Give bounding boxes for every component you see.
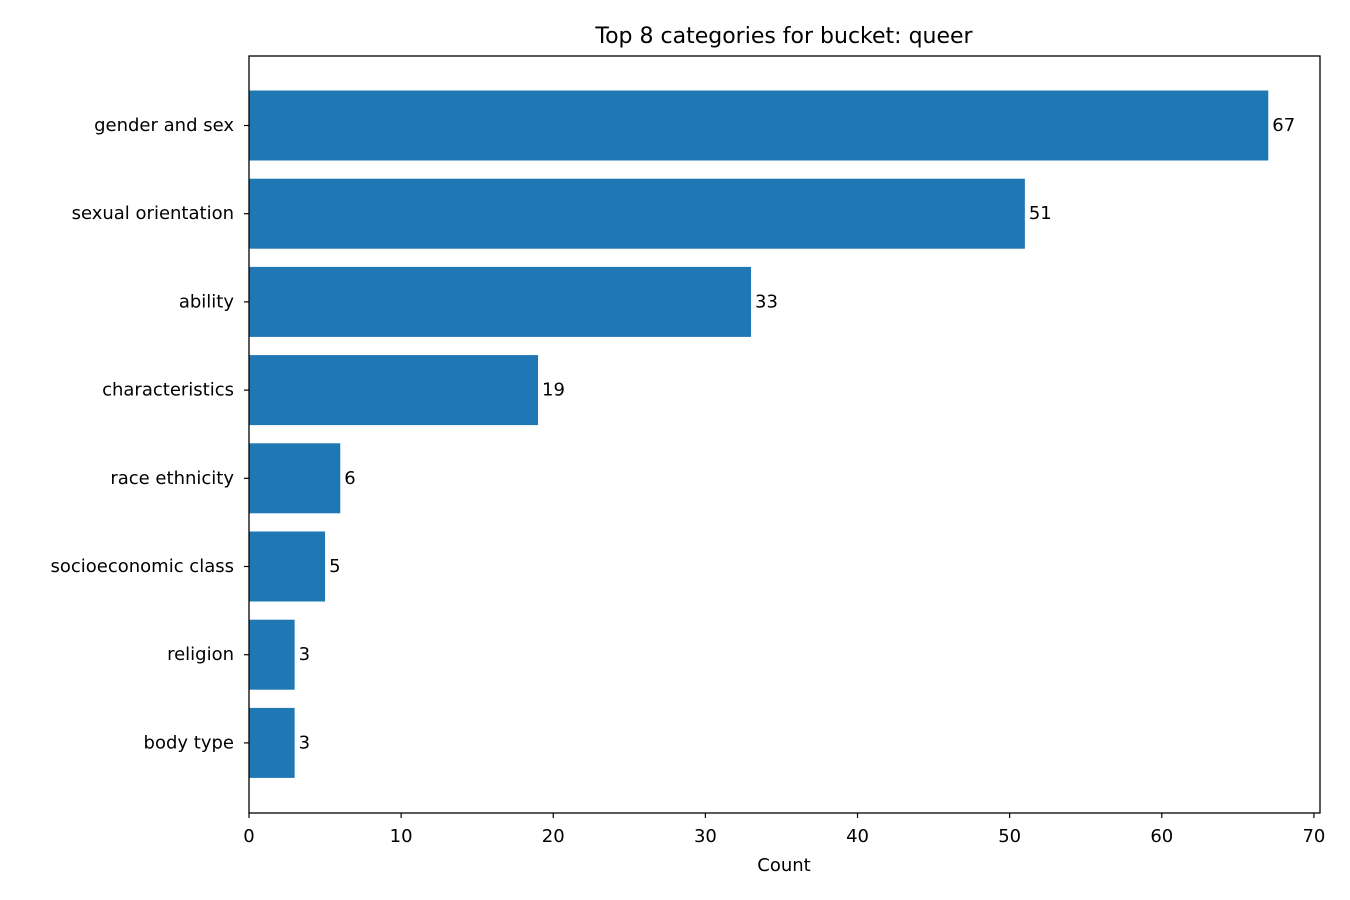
x-tick-label: 40 — [846, 826, 869, 847]
plot-frame — [248, 55, 1321, 814]
bar — [249, 266, 752, 337]
x-tick-label: 30 — [694, 826, 717, 847]
chart-title: Top 8 categories for bucket: queer — [594, 24, 973, 49]
y-tick-label: gender and sex — [94, 115, 234, 136]
bar — [249, 355, 539, 426]
x-tick-label: 70 — [1302, 826, 1325, 847]
y-tick-label: race ethnicity — [110, 468, 234, 489]
bar — [249, 531, 326, 602]
bar-value-label: 19 — [542, 380, 565, 401]
x-axis-title: Count — [757, 855, 810, 876]
bar-value-label: 3 — [299, 644, 310, 665]
y-tick-label: characteristics — [102, 380, 234, 401]
bar — [249, 619, 295, 690]
bars-group — [249, 90, 1269, 778]
y-tick-label: religion — [167, 644, 234, 665]
bar — [249, 178, 1025, 249]
y-axis: gender and sex sexual orientation ability c… — [50, 115, 249, 753]
bar-value-label: 67 — [1272, 115, 1295, 136]
y-tick-label: body type — [144, 732, 234, 753]
bar-value-label: 3 — [299, 732, 310, 753]
bar-value-label: 51 — [1029, 203, 1052, 224]
bar-value-label: 33 — [755, 291, 778, 312]
bar — [249, 90, 1269, 161]
x-axis: 0 10 20 30 40 50 60 70 — [243, 813, 1325, 847]
bar-value-label: 6 — [344, 468, 355, 489]
y-tick-label: socioeconomic class — [50, 556, 234, 577]
bar — [249, 707, 295, 778]
x-tick-label: 0 — [243, 826, 254, 847]
bar-value-label: 5 — [329, 556, 340, 577]
x-tick-label: 50 — [998, 826, 1021, 847]
y-tick-label: ability — [179, 291, 235, 312]
x-tick-label: 60 — [1150, 826, 1173, 847]
bar — [249, 443, 341, 514]
x-tick-label: 20 — [542, 826, 565, 847]
x-tick-label: 10 — [390, 826, 413, 847]
y-tick-label: sexual orientation — [72, 203, 234, 224]
